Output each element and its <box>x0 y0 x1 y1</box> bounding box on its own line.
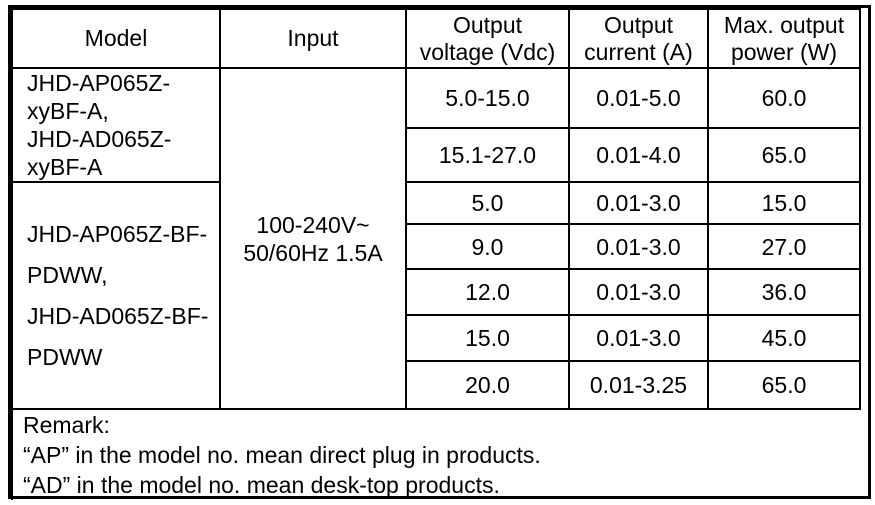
output-voltage-cell: 15.0 <box>405 314 570 362</box>
max-power-cell: 36.0 <box>707 268 861 316</box>
output-current-cell: 0.01-3.25 <box>568 360 709 410</box>
max-power-cell: 27.0 <box>707 223 861 270</box>
max-power-cell: 60.0 <box>707 67 861 129</box>
table-row: 15.1-27.0 0.01-4.0 65.0 <box>12 127 861 183</box>
output-current-cell: 0.01-3.0 <box>568 223 709 270</box>
col-header-voltage: Output voltage (Vdc) <box>405 8 570 69</box>
output-voltage-cell: 15.1-27.0 <box>405 127 570 183</box>
col-header-power: Max. output power (W) <box>707 8 861 69</box>
table-row: 12.0 0.01-3.0 36.0 <box>12 268 861 316</box>
output-voltage-cell: 5.0 <box>405 181 570 225</box>
output-voltage-cell: 5.0-15.0 <box>405 67 570 129</box>
table-row: JHD-AP065Z-BF- PDWW, JHD-AD065Z-BF- PDWW… <box>11 181 861 410</box>
output-voltage-cell: 12.0 <box>405 268 570 316</box>
spec-table-frame: Model Input Output voltage (Vdc) Output … <box>8 5 871 500</box>
output-voltage-cell: 9.0 <box>405 223 570 270</box>
model-group-2-cell: JHD-AP065Z-BF- PDWW, JHD-AD065Z-BF- PDWW <box>11 181 221 410</box>
table-row: 9.0 0.01-3.0 27.0 <box>12 223 861 270</box>
col-header-model: Model <box>11 8 221 69</box>
input-spec-cell: 100-240V~ 50/60Hz 1.5A <box>219 67 407 410</box>
remark-text: Remark: “AP” in the model no. mean direc… <box>11 408 860 500</box>
header-row: Model Input Output voltage (Vdc) Output … <box>11 8 861 69</box>
output-current-cell: 0.01-4.0 <box>568 127 709 183</box>
output-current-cell: 0.01-3.0 <box>568 181 709 225</box>
remark-row: Remark: “AP” in the model no. mean direc… <box>11 408 860 500</box>
output-current-cell: 0.01-3.0 <box>568 314 709 362</box>
power-spec-table: Model Input Output voltage (Vdc) Output … <box>11 8 861 500</box>
max-power-cell: 45.0 <box>707 314 861 362</box>
output-voltage-cell: 20.0 <box>405 360 570 410</box>
output-current-cell: 0.01-3.0 <box>568 268 709 316</box>
max-power-cell: 65.0 <box>707 127 861 183</box>
table-row: 20.0 0.01-3.25 65.0 <box>12 360 861 410</box>
model-group-1-cell: JHD-AP065Z- xyBF-A, JHD-AD065Z- xyBF-A <box>11 67 221 183</box>
table-row: JHD-AP065Z- xyBF-A, JHD-AD065Z- xyBF-A 1… <box>11 67 861 410</box>
max-power-cell: 65.0 <box>707 360 861 410</box>
col-header-current: Output current (A) <box>568 8 709 69</box>
table-row: 15.0 0.01-3.0 45.0 <box>12 314 861 362</box>
max-power-cell: 15.0 <box>707 181 861 225</box>
output-current-cell: 0.01-5.0 <box>568 67 709 129</box>
col-header-input: Input <box>219 8 407 69</box>
